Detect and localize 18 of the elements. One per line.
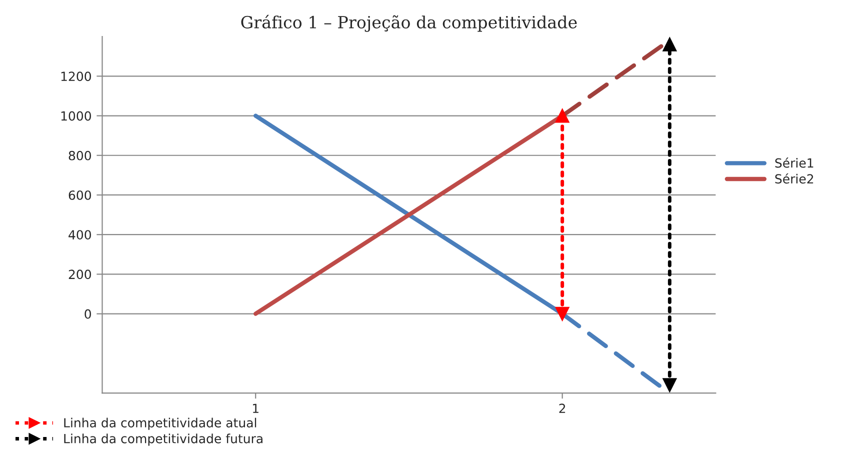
y-tick-label: 0 xyxy=(84,309,91,319)
x-tick-label: 2 xyxy=(559,404,566,413)
y-tick-label: 400 xyxy=(68,230,91,240)
x-tick-label: 1 xyxy=(252,404,258,413)
point xyxy=(555,306,570,321)
y-tick-label: 1200 xyxy=(61,72,91,82)
legend-label: Série2 xyxy=(775,173,814,184)
y-tick-label: 600 xyxy=(68,190,91,200)
point xyxy=(662,38,677,52)
legend-label: Linha da competitividade atual xyxy=(64,418,256,430)
point xyxy=(555,108,570,123)
chart-title: Gráfico 1 – Projeção da competitividade xyxy=(241,14,577,32)
legend-label: Série1 xyxy=(775,158,814,168)
point xyxy=(662,378,677,392)
y-tick-label: 800 xyxy=(68,150,91,160)
y-tick-label: 1000 xyxy=(61,111,91,121)
y-tick-label: 200 xyxy=(68,270,91,280)
legend-label: Linha da competitividade futura xyxy=(64,434,262,446)
